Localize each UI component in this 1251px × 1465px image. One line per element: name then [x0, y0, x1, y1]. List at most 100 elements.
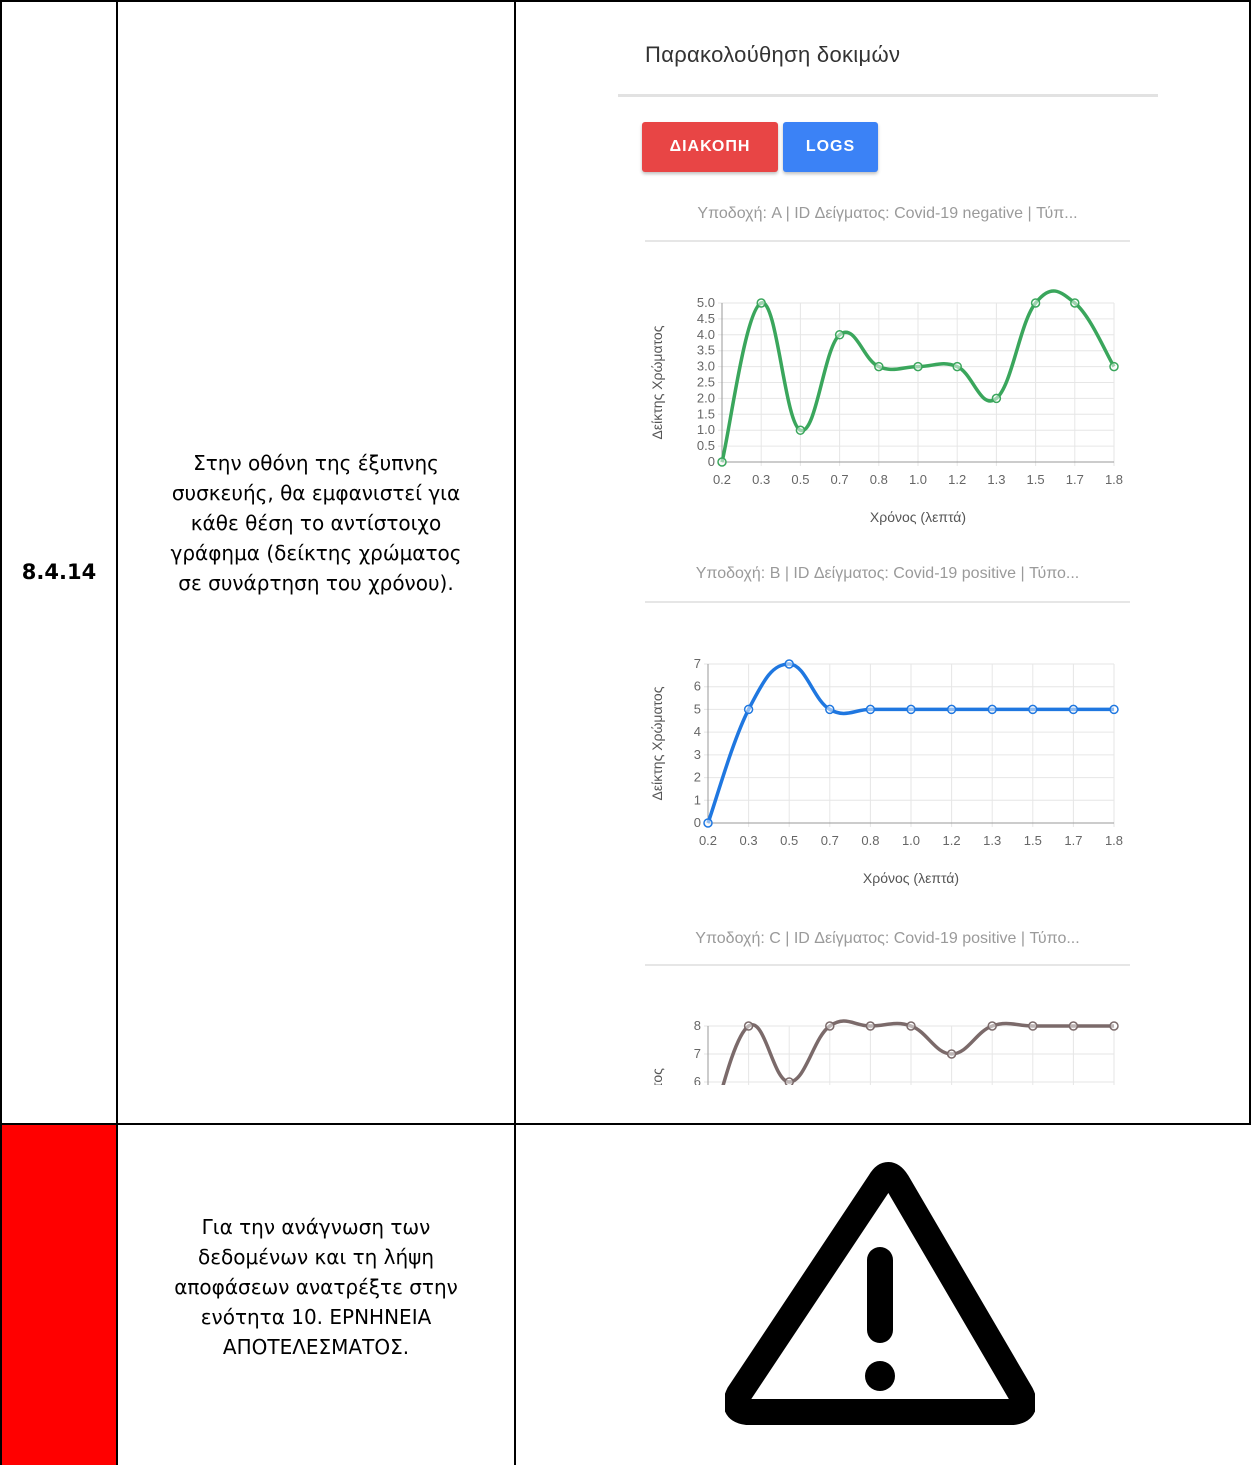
data-point	[1109, 361, 1119, 372]
y-axis-label: Δείκτης Χρώματος	[649, 686, 665, 800]
y-tick-label: 6	[694, 679, 701, 694]
data-point	[913, 361, 923, 372]
data-point	[743, 1021, 754, 1031]
x-tick-label: 1.2	[943, 833, 961, 848]
y-tick-label: 3.5	[697, 343, 715, 358]
well-b-divider	[645, 601, 1130, 603]
y-tick-label: 0.5	[697, 438, 715, 453]
table-row-divider	[0, 1123, 1251, 1125]
x-tick-label: 0.8	[870, 472, 888, 487]
well-a-label: Υποδοχή: A | ID Δείγματος: Covid-19 nega…	[697, 205, 1078, 222]
chart-grid	[718, 302, 1115, 466]
data-point	[1030, 298, 1041, 308]
table-border-right	[1249, 0, 1251, 1124]
well-b-chart: 0 1 2 3 4 5 6 7 0.2 0.3 0.5 0.7 0.8 1.0 1.2 1.3 1.5 1.7 1.…	[649, 656, 1123, 886]
y-axis-label: Δείκτης Χρώματος	[649, 325, 665, 439]
x-tick-label: 1.5	[1027, 472, 1045, 487]
app-title: Παρακολούθηση δοκιμών	[645, 42, 901, 67]
logs-button[interactable]: LOGS	[783, 122, 878, 172]
y-tick-label: 8	[694, 1018, 701, 1033]
well-c-chart-clip: 5 6 7 8 τος	[640, 1010, 1160, 1085]
data-point	[784, 659, 794, 669]
description-line: γράφημα (δείκτης χρώματος	[170, 541, 462, 565]
data-point	[946, 704, 957, 715]
x-tick-label: 0.2	[699, 833, 717, 848]
description-line: δεδομένων και τη λήψη	[197, 1245, 435, 1269]
data-point	[991, 393, 1002, 404]
x-tick-label: 1.8	[1105, 472, 1123, 487]
data-point	[1070, 298, 1080, 308]
x-tick-label: 0.5	[780, 833, 798, 848]
data-point	[1068, 1021, 1079, 1031]
chart-grid	[704, 1025, 1115, 1085]
x-tick-label: 0.7	[831, 472, 849, 487]
y-tick-label: 3.0	[697, 359, 715, 374]
data-point	[865, 704, 876, 715]
app-header-divider	[618, 94, 1158, 97]
x-tick-label: 0.7	[821, 833, 839, 848]
data-point	[865, 1021, 876, 1031]
well-a-chart: 00.51.01.52.02.53.03.54.04.55.00.2 0.3 0.5…	[649, 289, 1123, 525]
x-tick-label: 1.7	[1064, 833, 1082, 848]
y-tick-label: 4.5	[697, 311, 715, 326]
y-tick-label: 7	[694, 1046, 701, 1061]
stop-button[interactable]: ΔΙΑΚΟΠΗ	[642, 122, 778, 172]
data-point	[756, 298, 766, 308]
chart-grid	[704, 663, 1115, 827]
description-line: Στην οθόνη της έξυπνης	[193, 451, 439, 475]
y-tick-label: 3	[694, 747, 701, 762]
step-number: 8.4.14	[21, 560, 97, 584]
series-line	[706, 662, 1114, 824]
data-point	[1028, 1021, 1038, 1031]
y-tick-label: 0	[708, 454, 715, 469]
data-point	[1109, 704, 1119, 715]
y-axis-label: τος	[649, 1068, 665, 1085]
x-tick-label: 1.5	[1024, 833, 1042, 848]
description-line: ΑΠΟΤΕΛΕΣΜΑΤΟΣ.	[222, 1335, 410, 1359]
data-point	[1109, 1021, 1119, 1031]
description-line: Για την ανάγνωση των	[201, 1215, 431, 1239]
x-tick-label: 1.7	[1066, 472, 1084, 487]
x-tick-label: 1.2	[948, 472, 966, 487]
step-description-2: Για την ανάγνωση των δεδομένων και τη λή…	[130, 1212, 502, 1362]
data-point	[825, 1021, 835, 1031]
well-b-label: Υποδοχή: B | ID Δείγματος: Covid-19 posi…	[695, 565, 1080, 582]
y-tick-label: 2.5	[697, 375, 715, 390]
well-a-divider	[645, 240, 1130, 242]
data-point	[825, 704, 835, 715]
data-point	[906, 1021, 916, 1031]
y-tick-label: 7	[694, 656, 701, 671]
data-point	[1028, 704, 1038, 715]
data-point	[834, 330, 845, 340]
y-tick-label: 1.5	[697, 406, 715, 421]
table-border-top	[0, 0, 1251, 2]
x-axis-label: Χρόνος (λεπτά)	[863, 870, 959, 886]
x-tick-label: 1.0	[902, 833, 920, 848]
data-point	[987, 704, 997, 715]
data-point	[952, 361, 962, 372]
description-line: συσκευής, θα εμφανιστεί για	[171, 481, 461, 505]
x-tick-label: 1.0	[909, 472, 927, 487]
table-border-col2	[514, 0, 516, 1465]
data-point	[743, 704, 754, 715]
x-tick-label: 0.3	[740, 833, 758, 848]
data-point	[874, 361, 884, 372]
data-point	[946, 1049, 957, 1059]
data-point	[906, 704, 916, 715]
y-tick-label: 0	[694, 815, 701, 830]
x-tick-label: 1.3	[987, 472, 1005, 487]
x-tick-label: 0.8	[861, 833, 879, 848]
description-line: αποφάσεων ανατρέξτε στην	[174, 1275, 458, 1299]
well-c-divider	[645, 964, 1130, 966]
well-c-label: Υποδοχή: C | ID Δείγματος: Covid-19 posi…	[695, 930, 1080, 947]
series-line	[721, 1019, 1114, 1085]
table-border-left	[0, 0, 2, 1465]
table-border-col1	[116, 0, 118, 1465]
x-tick-label: 1.8	[1105, 833, 1123, 848]
x-tick-label: 0.3	[752, 472, 770, 487]
description-line: σε συνάρτηση του χρόνου).	[178, 571, 454, 595]
y-tick-label: 4.0	[697, 327, 715, 342]
data-point	[703, 818, 713, 828]
y-tick-label: 4	[694, 724, 701, 739]
